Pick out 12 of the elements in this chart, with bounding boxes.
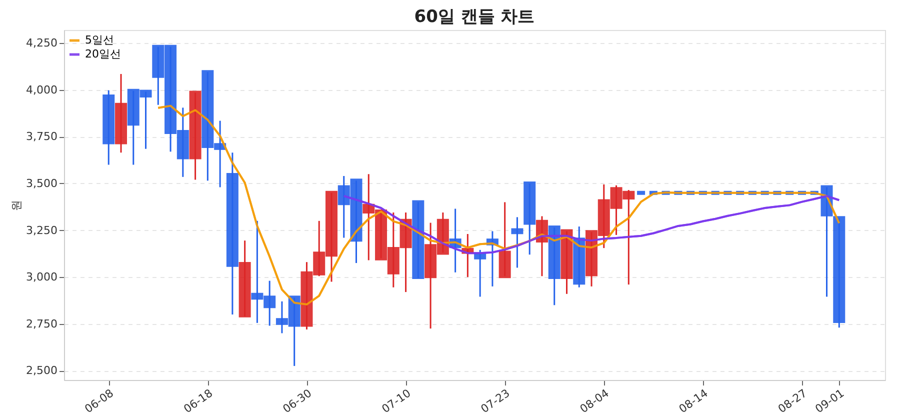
chart-title: 60일 캔들 차트 <box>414 7 535 27</box>
legend-label: 20일선 <box>85 48 121 60</box>
y-tick-label: 3,000 <box>26 270 58 284</box>
y-tick-label: 2,500 <box>26 364 58 378</box>
y-tick-label: 4,000 <box>26 83 58 96</box>
y-tick-label: 3,500 <box>26 176 58 190</box>
y-tick-label: 3,750 <box>26 130 58 144</box>
y-tick-label: 2,750 <box>26 317 58 330</box>
y-tick-label: 4,250 <box>26 36 58 50</box>
y-tick-label: 3,250 <box>26 224 58 237</box>
y-axis-title: 원 <box>10 200 24 211</box>
legend-label: 5일선 <box>85 34 114 46</box>
